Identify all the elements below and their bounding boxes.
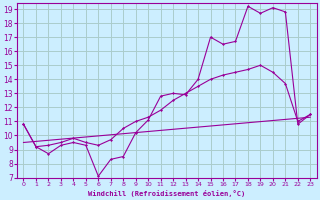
- X-axis label: Windchill (Refroidissement éolien,°C): Windchill (Refroidissement éolien,°C): [88, 190, 245, 197]
